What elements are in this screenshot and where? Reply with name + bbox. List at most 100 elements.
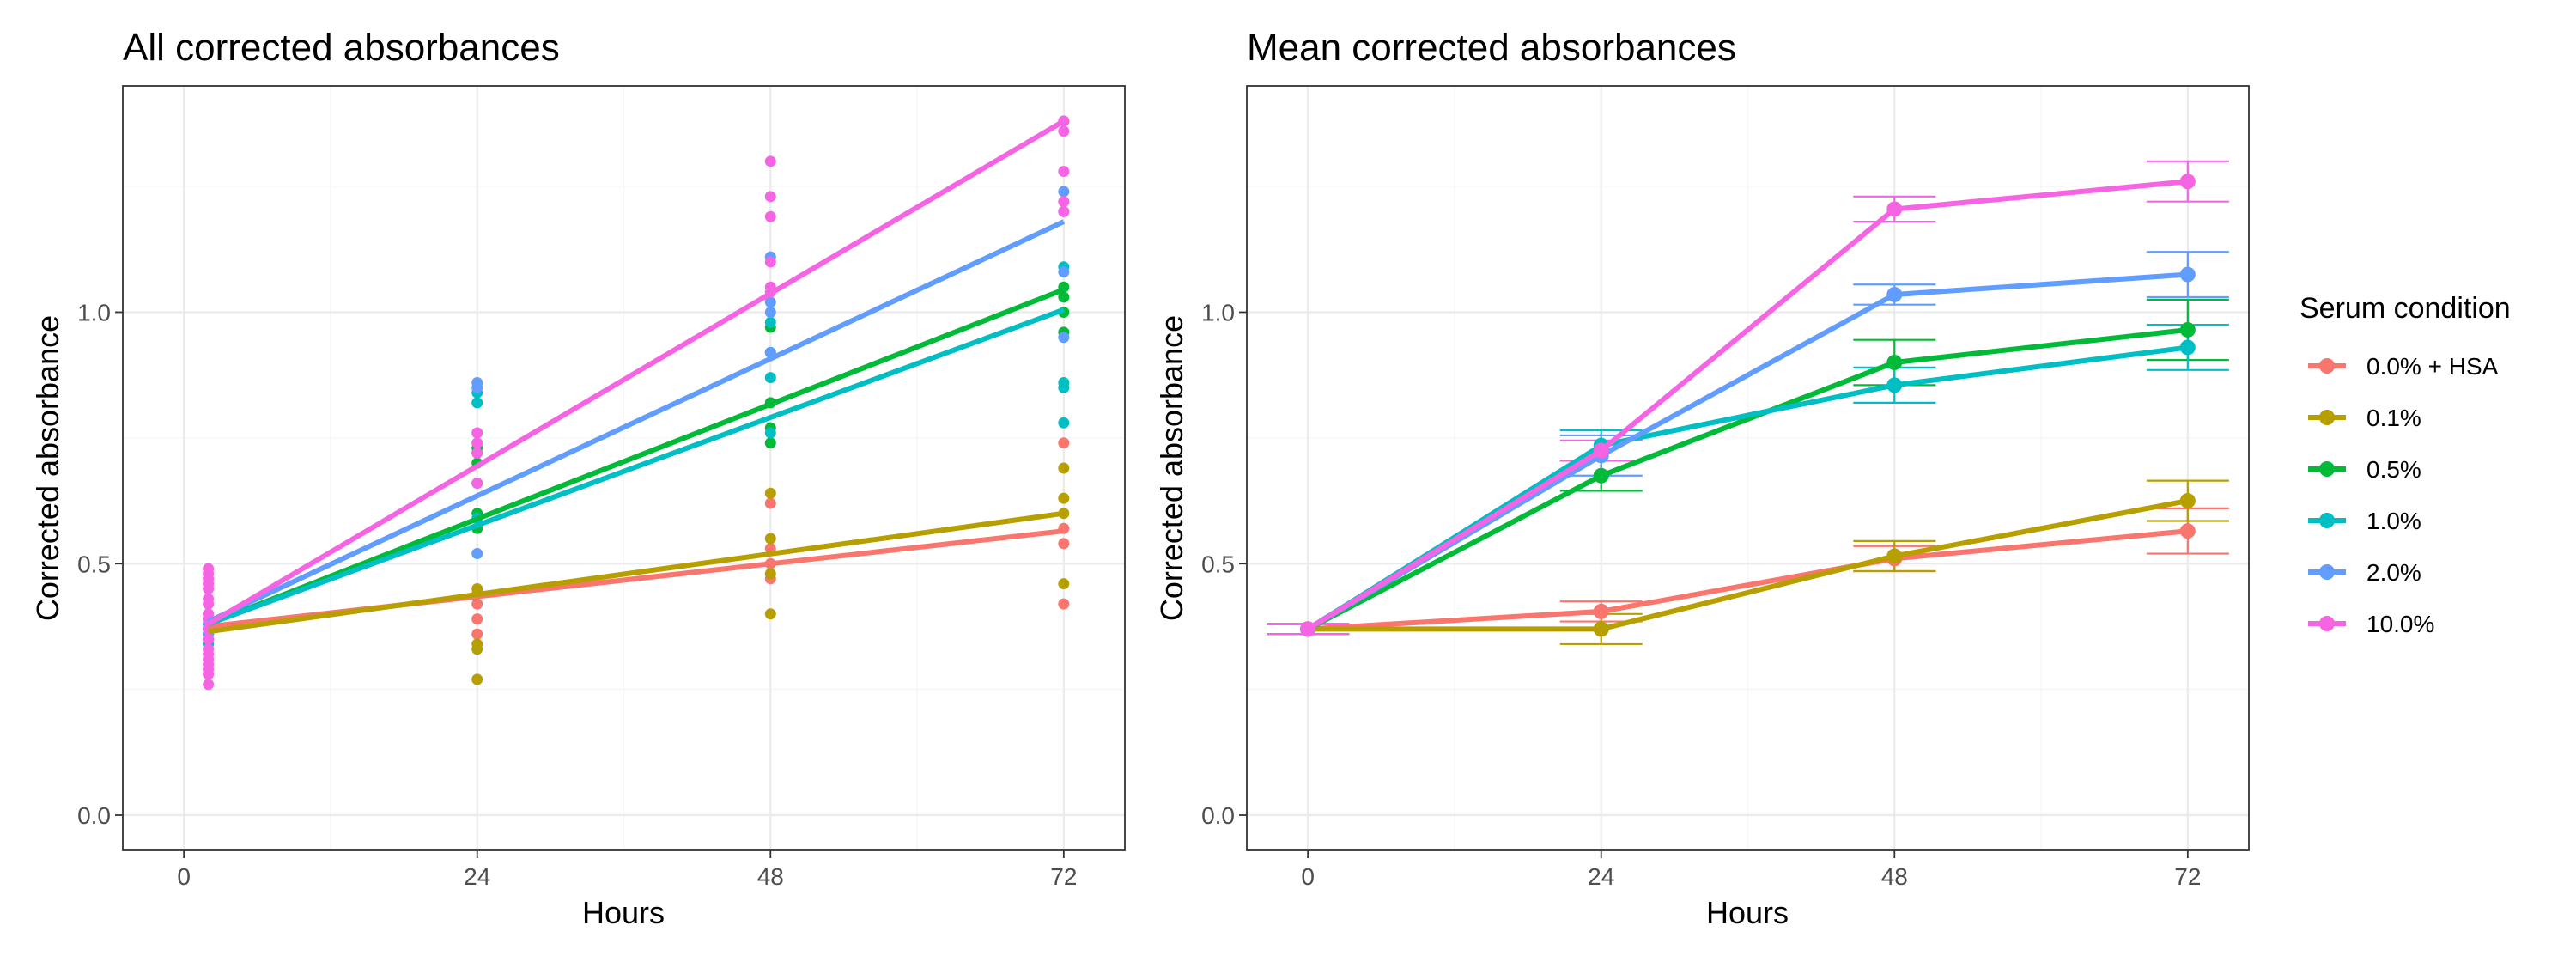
series-point-2-0 [1886,286,1903,302]
point-2-0 [764,306,776,318]
series-line-10-0 [1306,179,2189,631]
series-point-0-1 [1593,621,1609,637]
point-0-1 [764,608,776,620]
legend-key-marker [2319,358,2335,374]
point-0-1 [764,568,776,580]
series-point-10-0 [2179,174,2196,190]
right-y-axis-title: Corrected absorbance [1154,315,1189,621]
point-2-0 [471,548,483,560]
right-x-axis-title: Hours [1706,895,1789,930]
series-line-0-0-hsa [1307,528,2189,632]
right-y-tick-label: 0.5 [1201,551,1235,577]
point-1-0 [1058,417,1070,429]
legend-item-0-0-hsa: 0.0% + HSA [2308,353,2499,380]
point-0-0-hsa [471,613,483,625]
left-x-axis-title: Hours [582,895,665,930]
point-10-0 [203,593,215,605]
legend-item-10-0: 10.0% [2308,611,2434,637]
point-10-0 [203,608,215,620]
legend-label: 0.1% [2366,405,2421,431]
point-10-0 [1058,166,1070,178]
point-0-0-hsa [1058,598,1070,610]
point-10-0 [764,256,776,268]
point-0-1 [764,487,776,499]
legend-item-2-0: 2.0% [2308,559,2421,586]
point-10-0 [764,210,776,222]
point-0-5 [764,437,776,449]
series-point-0-0-hsa [1593,603,1609,619]
series-point-10-0 [1593,442,1609,459]
series-line-0-5 [1306,326,2189,632]
point-1-0 [1058,376,1070,388]
right-x-tick-label: 48 [1881,863,1908,890]
legend-label: 10.0% [2366,611,2434,637]
trend-line-10-0 [207,119,1066,627]
right-x-tick-label: 72 [2174,863,2201,890]
series-point-1-0 [1886,377,1903,393]
point-2-0 [1058,186,1070,198]
series-point-0-1 [1886,548,1903,564]
series-point-0-5 [2179,321,2196,338]
legend-title: Serum condition [2300,292,2511,325]
left-panel-grid [123,86,1125,850]
right-panel-data [1267,160,2229,646]
legend-key-marker [2319,513,2335,528]
point-1-0 [471,397,483,409]
point-10-0 [1058,196,1070,208]
point-0-0-hsa [1058,538,1070,550]
series-point-10-0 [1300,621,1316,637]
point-0-0-hsa [1058,437,1070,449]
point-2-0 [471,376,483,388]
point-0-0-hsa [471,628,483,640]
left-panel-title: All corrected absorbances [123,27,560,69]
point-0-5 [1058,291,1070,303]
point-10-0 [471,437,483,449]
right-y-tick-label: 1.0 [1201,299,1235,326]
point-1-0 [764,316,776,328]
point-0-1 [471,638,483,650]
legend-item-0-5: 0.5% [2308,456,2421,483]
legend-key-marker [2319,564,2335,580]
legend-label: 0.0% + HSA [2366,353,2499,380]
point-10-0 [764,191,776,203]
right-x-tick-label: 24 [1588,863,1614,890]
trend-line-0-1 [208,510,1065,635]
point-2-0 [1058,332,1070,344]
legend-key-marker [2319,410,2335,425]
left-x-tick-label: 0 [177,863,191,890]
left-x-tick-label: 24 [464,863,490,890]
point-0-1 [1058,462,1070,474]
left-y-tick-label: 0.5 [77,551,111,577]
series-point-0-0-hsa [2179,523,2196,539]
point-10-0 [471,447,483,459]
legend-items: 0.0% + HSA 0.1% 0.5% 1.0% 2.0% 10.0% [2308,353,2499,637]
legend-key-marker [2319,461,2335,477]
point-0-0-hsa [764,497,776,509]
left-y-axis-title: Corrected absorbance [30,315,65,621]
series-point-2-0 [2179,266,2196,283]
trend-line-1-0 [207,307,1065,627]
point-2-0 [1058,266,1070,278]
left-panel-axes: 0 24 48 72 0.0 0.5 1.0 [77,299,1077,890]
legend-label: 1.0% [2366,508,2421,534]
point-10-0 [203,643,215,655]
right-panel-title: Mean corrected absorbances [1247,27,1736,69]
point-0-0-hsa [471,598,483,610]
right-y-tick-label: 0.0 [1201,802,1235,829]
point-0-1 [1058,578,1070,590]
legend: Serum condition 0.0% + HSA 0.1% 0.5% 1.0% 2.… [2300,292,2511,637]
left-panel-data [203,115,1070,691]
left-x-tick-label: 72 [1050,863,1077,890]
point-10-0 [203,679,215,691]
left-panel-border [122,85,1126,851]
point-10-0 [203,563,215,575]
point-1-0 [764,427,776,439]
point-10-0 [1058,125,1070,137]
point-10-0 [764,155,776,167]
right-panel-grid [1247,86,2249,850]
point-0-1 [1058,492,1070,504]
left-y-tick-label: 1.0 [77,299,111,326]
series-point-1-0 [2179,339,2196,356]
